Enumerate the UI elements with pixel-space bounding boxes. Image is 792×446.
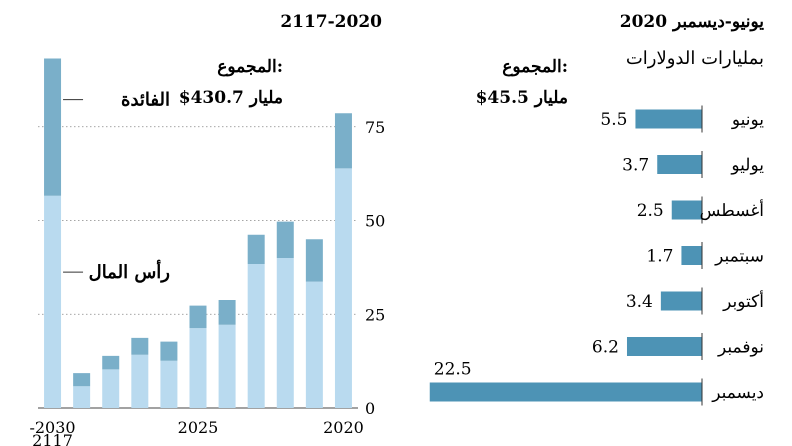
bar-interest <box>44 58 62 196</box>
category-label: سبتمبر <box>714 247 764 267</box>
bar-month <box>671 200 702 220</box>
left-total-label: المجموع: <box>217 57 283 77</box>
left-total-value: $430.7 مليار <box>179 88 283 108</box>
right-chart-title: يونيو-ديسمبر 2020 <box>620 12 765 32</box>
bar-interest <box>305 239 323 282</box>
bar-interest <box>218 300 236 325</box>
bar-principal <box>189 328 207 408</box>
bar-interest <box>131 337 149 355</box>
bar-principal <box>160 360 178 408</box>
bar-month <box>429 382 702 402</box>
bar-month <box>681 246 702 265</box>
x-tick-label: 2117 <box>32 431 73 446</box>
bar-principal <box>305 281 323 408</box>
value-label: 22.5 <box>434 360 472 380</box>
left-chart-title: 2117-2020 <box>280 12 382 32</box>
bar-interest <box>334 113 352 169</box>
category-label: أغسطس <box>700 199 764 221</box>
bar-principal <box>276 258 294 408</box>
y-tick-label: 50 <box>365 212 385 231</box>
value-label: 6.2 <box>592 338 619 358</box>
x-tick-label: 2025 <box>178 418 219 437</box>
x-tick-label: 2020 <box>323 418 364 437</box>
bar-interest <box>102 355 120 370</box>
value-label: 2.5 <box>637 201 664 221</box>
bar-principal <box>73 386 91 408</box>
category-label: نوفمبر <box>717 338 764 358</box>
category-label: أكتوبر <box>722 290 764 312</box>
right-chart-subtitle: بمليارات الدولارات <box>626 48 764 69</box>
legend-interest: الفائدة <box>121 90 170 111</box>
y-tick-label: 25 <box>365 305 385 324</box>
bar-month <box>626 337 702 356</box>
y-tick-label: 0 <box>365 399 375 418</box>
bar-interest <box>247 234 265 264</box>
value-label: 5.5 <box>600 110 627 130</box>
bar-month <box>635 109 702 129</box>
x-tick-label: -2030 <box>29 418 75 437</box>
bar-interest <box>73 373 91 387</box>
bar-interest <box>160 341 178 361</box>
value-label: 3.4 <box>626 292 653 312</box>
bar-month <box>660 291 702 311</box>
y-tick-label: 75 <box>365 118 385 137</box>
right-total-label: المجموع: <box>502 57 568 77</box>
bar-interest <box>276 221 294 258</box>
bar-interest <box>189 305 207 329</box>
bar-month <box>657 155 702 174</box>
right-total-value: $45.5 مليار <box>476 88 568 108</box>
bar-principal <box>334 168 352 408</box>
bar-principal <box>131 354 149 408</box>
value-label: 3.7 <box>622 156 649 176</box>
bar-principal <box>218 324 236 408</box>
bar-principal <box>44 195 62 408</box>
category-label: يونيو <box>731 110 764 130</box>
value-label: 1.7 <box>646 247 673 267</box>
category-label: يوليو <box>730 156 764 176</box>
bar-principal <box>102 369 120 408</box>
category-label: ديسمبر <box>711 383 764 403</box>
legend-principal: رأس المال <box>89 260 170 283</box>
bar-principal <box>247 264 265 408</box>
